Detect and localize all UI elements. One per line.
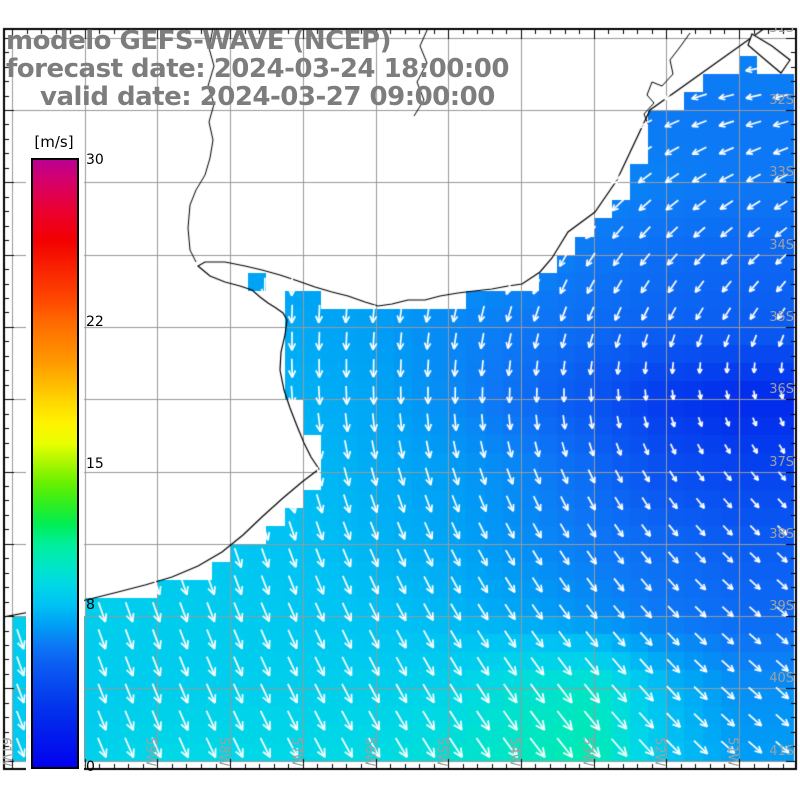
longitude-label: 58W: [215, 737, 231, 767]
colorbar-tick-label: 0: [86, 759, 95, 775]
latitude-label: 40S: [769, 671, 794, 687]
colorbar-tick-label: 22: [86, 313, 104, 330]
latitude-label: 35S: [769, 309, 794, 325]
title-block: modelo GEFS-WAVE (NCEP) forecast date: 2…: [6, 27, 509, 111]
longitude-label: 54W: [506, 737, 522, 767]
colorbar-gradient: [31, 158, 79, 769]
colorbar-tick-label: 15: [86, 455, 104, 472]
latitude-label: 36S: [769, 382, 794, 398]
longitude-label: 56W: [361, 737, 376, 767]
longitude-label: 52W: [651, 737, 667, 767]
longitude-label: 59W: [142, 737, 158, 767]
longitude-label: 57W: [288, 737, 304, 767]
longitude-label: 61W: [3, 737, 13, 767]
forecast-date: forecast date: 2024-03-24 18:00:00: [6, 54, 509, 84]
latitude-label: 32S: [769, 93, 794, 108]
latitude-label: 34S: [769, 237, 794, 253]
latitude-label: 39S: [769, 599, 794, 615]
longitude-label: 51W: [724, 737, 740, 767]
colorbar-unit-label: [m/s]: [34, 133, 74, 151]
latitude-label: 41S: [769, 743, 794, 759]
grid-label-layer: 31S32S33S34S35S36S37S38S39S40S41S61W60W5…: [3, 28, 797, 770]
latitude-label: 31S: [769, 28, 794, 36]
colorbar-tick-label: 8: [86, 597, 95, 614]
latitude-label: 33S: [769, 165, 794, 181]
colorbar-tick-label: 30: [86, 152, 104, 168]
latitude-label: 38S: [769, 526, 794, 542]
latitude-label: 37S: [769, 454, 794, 470]
longitude-label: 55W: [433, 737, 449, 767]
model-title: modelo GEFS-WAVE (NCEP): [6, 26, 391, 56]
longitude-label: 53W: [579, 737, 595, 767]
valid-date: valid date: 2024-03-27 09:00:00: [40, 82, 495, 112]
